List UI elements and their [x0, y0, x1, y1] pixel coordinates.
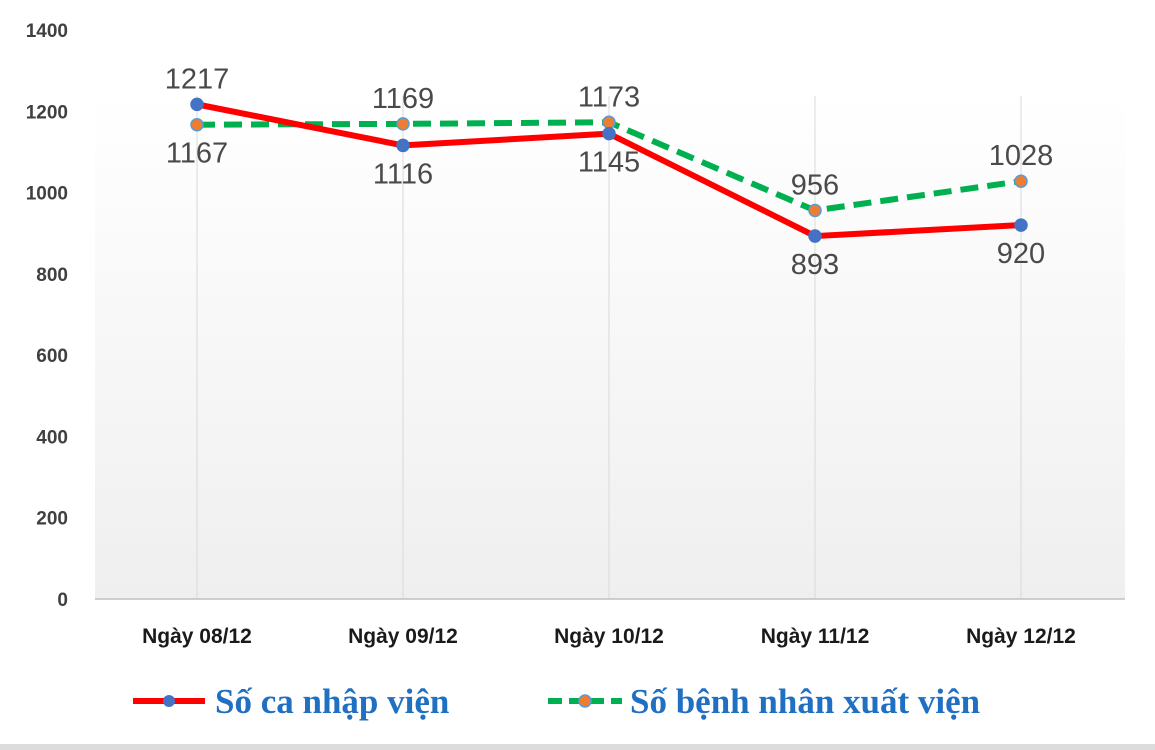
- admitted-point: [190, 97, 204, 112]
- y-tick-label: 800: [36, 265, 68, 286]
- grid-lines: [196, 96, 1022, 599]
- y-tick-label: 400: [36, 427, 68, 448]
- data-labels: 1217 1167 1116 1169 1145 1173 893 956 920 1028: [165, 63, 1054, 281]
- discharged-value-label: 1028: [989, 140, 1054, 172]
- y-tick-label: 1200: [26, 102, 68, 123]
- x-tick-label: Ngày 09/12: [348, 625, 458, 648]
- discharged-point: [1014, 174, 1028, 188]
- admitted-value-label: 1116: [373, 158, 433, 190]
- y-tick-label: 1000: [26, 184, 68, 205]
- y-tick-label: 200: [36, 509, 68, 530]
- admitted-point: [1014, 218, 1028, 232]
- admitted-value-label: 920: [997, 238, 1045, 270]
- discharged-point: [808, 203, 822, 218]
- discharged-value-label: 956: [791, 169, 839, 201]
- discharged-point: [190, 117, 204, 132]
- x-tick-label: Ngày 08/12: [142, 625, 252, 648]
- admitted-value-label: 1217: [165, 63, 230, 95]
- x-tick-label: Ngày 12/12: [966, 625, 1076, 648]
- admitted-point: [602, 126, 616, 141]
- discharged-point: [396, 117, 410, 131]
- discharged-point: [602, 115, 616, 130]
- plot-area: [95, 96, 1125, 599]
- discharged-value-label: 1173: [578, 81, 640, 113]
- legend-marker-discharged: [578, 694, 592, 708]
- bottom-divider: [0, 744, 1155, 750]
- x-tick-label: Ngày 11/12: [761, 625, 870, 648]
- admitted-point: [808, 229, 822, 243]
- discharged-value-label: 1167: [166, 138, 228, 170]
- x-tick-label: Ngày 10/12: [554, 625, 664, 648]
- legend-marker-admitted: [163, 695, 175, 707]
- discharged-value-label: 1169: [372, 83, 434, 115]
- series-layer: [190, 97, 1028, 243]
- legend-label-discharged: Số bệnh nhân xuất viện: [630, 682, 980, 721]
- y-tick-label: 1400: [26, 21, 68, 42]
- y-tick-label: 600: [36, 346, 68, 367]
- admitted-value-label: 893: [791, 249, 839, 281]
- y-tick-label: 0: [57, 590, 68, 611]
- legend-label-admitted: Số ca nhập viện: [215, 682, 449, 721]
- legend: Số ca nhập viện Số bệnh nhân xuất viện: [133, 682, 980, 721]
- admitted-point: [396, 138, 410, 153]
- admitted-value-label: 1145: [578, 147, 640, 179]
- x-axis-ticks: Ngày 08/12 Ngày 09/12 Ngày 10/12 Ngày 11/12…: [142, 625, 1076, 648]
- y-axis-ticks: 0 200 400 600 800 1000 1200 1400: [26, 21, 68, 611]
